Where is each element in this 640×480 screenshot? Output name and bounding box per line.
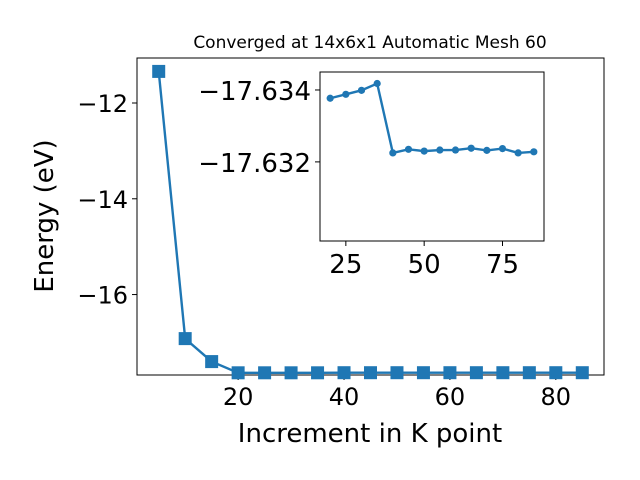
y-axis-label: Energy (eV) xyxy=(30,139,60,292)
data-point xyxy=(284,366,298,380)
data-point xyxy=(416,366,430,380)
y-tick-label: −17.634 xyxy=(198,77,311,107)
data-point xyxy=(311,366,325,380)
x-tick-label: 40 xyxy=(329,383,360,411)
data-point xyxy=(451,146,460,154)
x-tick-label: 20 xyxy=(223,383,254,411)
inset-chart: −17.634 −17.632 25 50 75 xyxy=(198,71,545,280)
data-point xyxy=(549,366,563,380)
x-tick-label: 75 xyxy=(486,250,519,280)
x-tick-label: 80 xyxy=(541,383,572,411)
x-tick-label: 60 xyxy=(435,383,466,411)
x-tick-label: 50 xyxy=(408,250,441,280)
data-point xyxy=(469,366,483,380)
data-point xyxy=(514,149,522,157)
data-point xyxy=(443,366,457,380)
y-tick-label: −14 xyxy=(77,186,128,214)
data-point xyxy=(530,148,538,156)
inset-y-ticks: −17.634 −17.632 xyxy=(198,77,320,179)
inset-series xyxy=(326,79,538,157)
data-point xyxy=(337,366,351,380)
main-series xyxy=(152,64,589,380)
data-point xyxy=(342,90,350,98)
main-x-ticks: 20 40 60 80 xyxy=(223,375,571,411)
inset-plot-frame xyxy=(319,71,545,242)
data-point xyxy=(152,64,166,78)
data-point xyxy=(575,366,589,380)
data-point xyxy=(467,144,475,152)
data-point xyxy=(522,366,536,380)
inset-x-ticks: 25 50 75 xyxy=(329,241,519,280)
data-point xyxy=(326,94,334,102)
data-point xyxy=(389,149,397,157)
inset-background xyxy=(320,72,544,241)
data-point xyxy=(496,366,510,380)
y-tick-label: −17.632 xyxy=(198,149,311,179)
data-point xyxy=(420,147,428,155)
data-point xyxy=(231,366,245,380)
data-point xyxy=(364,366,377,380)
chart-title: Converged at 14x6x1 Automatic Mesh 60 xyxy=(193,33,546,53)
y-tick-label: −12 xyxy=(77,90,128,118)
data-point xyxy=(390,366,404,380)
data-point xyxy=(404,145,413,153)
x-tick-label: 25 xyxy=(329,250,362,280)
x-axis-label: Increment in K point xyxy=(238,419,502,449)
data-point xyxy=(436,146,444,154)
data-point xyxy=(373,79,381,88)
data-point xyxy=(178,332,192,346)
main-y-ticks: −16 −14 −12 xyxy=(77,90,137,310)
data-point xyxy=(205,355,219,369)
data-point xyxy=(498,144,507,153)
data-point xyxy=(357,86,366,94)
main-chart: Converged at 14x6x1 Automatic Mesh 60 20… xyxy=(30,33,605,449)
y-tick-label: −16 xyxy=(77,282,128,310)
data-point xyxy=(483,146,491,154)
data-point xyxy=(258,366,272,380)
